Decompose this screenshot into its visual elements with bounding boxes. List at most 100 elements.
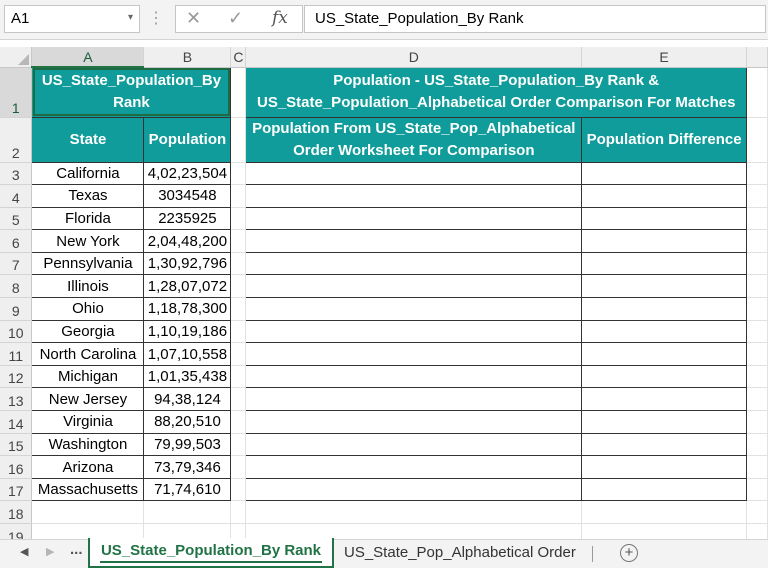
cell[interactable] (230, 229, 247, 253)
name-box[interactable]: A1 ▾ (4, 5, 140, 33)
formula-input[interactable]: US_State_Population_By Rank (304, 5, 766, 33)
cell[interactable] (746, 67, 768, 118)
population-cell[interactable]: 1,28,07,072 (143, 274, 232, 299)
cell[interactable] (746, 229, 768, 253)
row-header[interactable]: 4 (0, 184, 33, 208)
population-cell[interactable]: 2,04,48,200 (143, 229, 232, 253)
row-header[interactable]: 2 (0, 117, 33, 163)
cell[interactable] (230, 500, 247, 524)
comparison-population-cell[interactable] (245, 364, 583, 389)
population-difference-cell[interactable] (581, 251, 747, 276)
population-cell[interactable]: 73,79,346 (143, 455, 232, 479)
state-cell[interactable]: Washington (31, 432, 145, 457)
state-cell[interactable]: North Carolina (31, 342, 145, 366)
cell[interactable] (143, 500, 232, 524)
state-cell[interactable]: Massachusetts (31, 477, 145, 502)
column-header-b[interactable]: B (143, 47, 232, 68)
state-cell[interactable]: New York (31, 229, 145, 253)
population-cell[interactable]: 1,01,35,438 (143, 364, 232, 389)
row-header[interactable]: 1 (0, 67, 33, 118)
comparison-population-cell[interactable] (245, 251, 583, 276)
cell[interactable] (746, 297, 768, 321)
select-all-corner[interactable] (0, 47, 33, 68)
population-cell[interactable]: 1,10,19,186 (143, 319, 232, 344)
population-difference-cell[interactable] (581, 319, 747, 344)
cell[interactable] (230, 365, 247, 389)
cell[interactable] (230, 320, 247, 344)
more-tabs-button[interactable]: ... (70, 541, 83, 558)
state-cell[interactable]: Ohio (31, 297, 145, 321)
cell[interactable] (230, 478, 247, 502)
population-difference-cell[interactable] (581, 432, 747, 457)
cell[interactable] (230, 207, 247, 231)
row-header[interactable]: 14 (0, 410, 33, 434)
cell[interactable] (746, 500, 768, 524)
sheet-tab-active[interactable]: US_State_Population_By Rank (88, 538, 334, 568)
population-cell[interactable]: 2235925 (143, 206, 232, 231)
cell[interactable] (746, 455, 768, 479)
row-header[interactable]: 16 (0, 455, 33, 479)
comparison-population-cell[interactable] (245, 297, 583, 321)
cell[interactable] (746, 320, 768, 344)
row-header[interactable]: 5 (0, 207, 33, 231)
enter-icon[interactable]: ✓ (228, 8, 244, 28)
population-cell[interactable]: 79,99,503 (143, 432, 232, 457)
column-header-d[interactable]: D (245, 47, 583, 68)
chevron-down-icon[interactable]: ▾ (127, 12, 133, 23)
population-cell[interactable]: 1,18,78,300 (143, 297, 232, 321)
population-difference-cell[interactable] (581, 410, 747, 434)
population-cell[interactable]: 4,02,23,504 (143, 161, 232, 186)
cell[interactable] (230, 162, 247, 186)
population-difference-cell[interactable] (581, 364, 747, 389)
population-difference-cell[interactable] (581, 161, 747, 186)
cell[interactable] (230, 387, 247, 412)
row-header[interactable]: 18 (0, 500, 33, 524)
scroll-tabs-left-icon[interactable]: ◀ (20, 546, 29, 558)
insert-function-icon[interactable]: fx (272, 8, 288, 28)
header-population-difference[interactable]: Population Difference (581, 116, 747, 163)
row-header[interactable]: 9 (0, 297, 33, 321)
cell[interactable] (746, 365, 768, 389)
comparison-population-cell[interactable] (245, 161, 583, 186)
row-header[interactable]: 11 (0, 342, 33, 366)
state-cell[interactable]: Texas (31, 184, 145, 208)
cell[interactable] (746, 274, 768, 299)
comparison-population-cell[interactable] (245, 342, 583, 366)
row-header[interactable]: 3 (0, 162, 33, 186)
cell[interactable] (230, 184, 247, 208)
cell[interactable] (230, 252, 247, 276)
header-state[interactable]: State (31, 116, 145, 163)
comparison-population-cell[interactable] (245, 274, 583, 299)
population-cell[interactable]: 94,38,124 (143, 387, 232, 412)
cancel-icon[interactable]: ✕ (186, 8, 202, 28)
cell[interactable] (230, 410, 247, 434)
add-sheet-icon[interactable]: + (620, 544, 638, 562)
population-cell[interactable]: 71,74,610 (143, 477, 232, 502)
row-header[interactable]: 10 (0, 320, 33, 344)
state-cell[interactable]: California (31, 161, 145, 186)
state-cell[interactable]: Virginia (31, 410, 145, 434)
header-population[interactable]: Population (143, 116, 232, 163)
comparison-population-cell[interactable] (245, 184, 583, 208)
row-header[interactable]: 17 (0, 478, 33, 502)
population-difference-cell[interactable] (581, 229, 747, 253)
cell[interactable] (746, 342, 768, 366)
state-cell[interactable]: Georgia (31, 319, 145, 344)
row-header[interactable]: 13 (0, 387, 33, 412)
comparison-population-cell[interactable] (245, 387, 583, 412)
population-cell[interactable]: 3034548 (143, 184, 232, 208)
population-difference-cell[interactable] (581, 387, 747, 412)
cell[interactable] (746, 117, 768, 163)
comparison-population-cell[interactable] (245, 455, 583, 479)
scroll-tabs-right-icon[interactable]: ▶ (46, 546, 55, 558)
cell[interactable] (31, 500, 145, 524)
population-cell[interactable]: 88,20,510 (143, 410, 232, 434)
cell[interactable] (230, 342, 247, 366)
cell[interactable] (746, 433, 768, 457)
row-header[interactable]: 6 (0, 229, 33, 253)
row-header[interactable]: 7 (0, 252, 33, 276)
comparison-population-cell[interactable] (245, 206, 583, 231)
population-difference-cell[interactable] (581, 342, 747, 366)
cell[interactable] (230, 274, 247, 299)
state-cell[interactable]: Florida (31, 206, 145, 231)
